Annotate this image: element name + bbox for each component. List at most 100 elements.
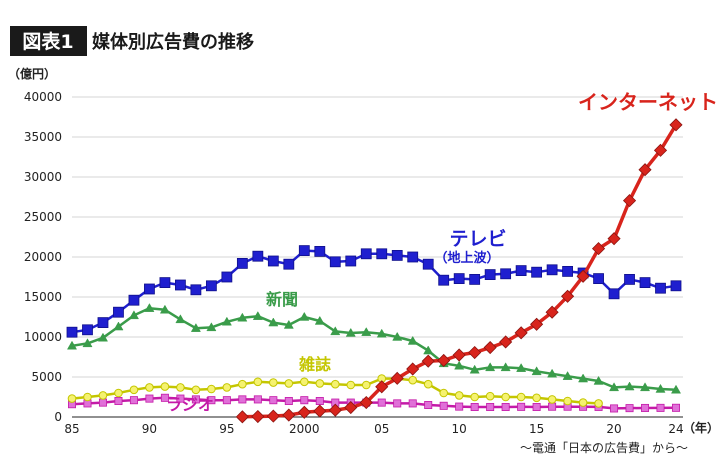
point-1-2003 — [345, 255, 357, 267]
point-5-2003 — [344, 400, 358, 415]
point-4-2007 — [408, 399, 417, 408]
point-1-1990 — [144, 283, 155, 295]
point-2-2017 — [562, 371, 573, 380]
point-4-2008 — [424, 400, 433, 409]
point-5-2021 — [622, 194, 637, 208]
point-4-2006 — [393, 399, 402, 408]
point-5-2007 — [406, 362, 420, 376]
point-2-2007 — [407, 335, 418, 345]
point-4-1989 — [129, 396, 138, 405]
point-4-2020 — [610, 404, 619, 413]
point-2-2003 — [345, 327, 356, 337]
point-4-1994 — [207, 396, 216, 405]
point-5-1997 — [251, 409, 265, 424]
point-3-2017 — [563, 396, 572, 406]
point-2-2024 — [670, 384, 682, 394]
point-2-1987 — [97, 332, 109, 342]
y-tick-10000: 10000 — [24, 330, 62, 344]
point-2-1991 — [159, 304, 170, 314]
point-1-2005 — [376, 248, 388, 260]
point-5-2006 — [390, 371, 404, 385]
x-tick-labels: 85 90 95 2000 05 10 15 20 24 — [64, 422, 683, 436]
point-1-1987 — [97, 317, 109, 329]
y-tick-35000: 35000 — [24, 130, 62, 144]
point-1-1988 — [113, 306, 124, 318]
point-3-1988 — [114, 388, 123, 398]
point-1-2000 — [298, 245, 310, 257]
point-3-2000 — [300, 377, 309, 387]
point-3-1990 — [145, 383, 154, 392]
point-3-1993 — [191, 385, 201, 395]
point-1-2015 — [531, 266, 543, 278]
point-5-2002 — [328, 403, 342, 417]
point-4-2010 — [455, 402, 464, 411]
series-layer — [66, 118, 683, 424]
point-3-2003 — [346, 380, 356, 390]
series-label-2: 新聞 — [266, 290, 298, 309]
point-3-1992 — [176, 383, 185, 392]
point-2-1988 — [113, 321, 124, 331]
y-tick-30000: 30000 — [24, 170, 62, 184]
x-tick-20: 20 — [606, 422, 621, 436]
point-2-2022 — [639, 382, 651, 392]
point-3-2009 — [439, 388, 448, 398]
x-tick-85: 85 — [64, 422, 79, 436]
point-5-2013 — [499, 335, 513, 349]
point-3-2007 — [408, 375, 418, 385]
y-tick-40000: 40000 — [24, 90, 62, 104]
point-3-2011 — [470, 392, 479, 402]
point-1-1992 — [175, 279, 186, 291]
series-label-3: 雑誌 — [298, 355, 331, 374]
point-3-1998 — [269, 378, 278, 387]
point-2-2014 — [516, 363, 527, 372]
point-1-2008 — [422, 258, 434, 270]
point-4-2015 — [532, 402, 541, 411]
x-tick-2000: 2000 — [289, 422, 320, 436]
point-2-2001 — [314, 315, 325, 325]
point-1-2019 — [593, 273, 604, 285]
point-3-2012 — [485, 391, 495, 401]
figure-badge: 図表1 — [22, 30, 73, 53]
point-5-2001 — [313, 404, 327, 418]
point-4-2011 — [470, 402, 479, 411]
point-3-1989 — [129, 385, 139, 395]
point-4-1992 — [176, 394, 185, 403]
point-4-2001 — [315, 396, 324, 405]
point-3-2010 — [454, 391, 464, 400]
y-tick-25000: 25000 — [24, 210, 62, 224]
point-2-2000 — [299, 311, 310, 321]
point-4-1993 — [191, 395, 200, 404]
x-tick-24: 24 — [668, 422, 683, 436]
point-3-2019 — [594, 399, 603, 408]
point-1-1995 — [221, 271, 233, 283]
point-4-1987 — [98, 398, 107, 407]
point-4-2009 — [439, 401, 448, 410]
point-2-2010 — [454, 360, 465, 370]
point-3-1997 — [253, 377, 263, 387]
point-2-2019 — [593, 375, 604, 385]
point-2-2012 — [485, 362, 496, 372]
point-5-1996 — [235, 410, 249, 424]
point-3-2004 — [361, 380, 371, 390]
point-3-2002 — [330, 379, 340, 389]
point-5-1999 — [282, 408, 296, 422]
point-3-1995 — [222, 383, 232, 392]
point-1-2022 — [639, 277, 651, 289]
point-2-2013 — [500, 362, 511, 372]
y-tick-15000: 15000 — [24, 290, 62, 304]
point-1-2012 — [484, 269, 496, 281]
point-3-1985 — [67, 394, 77, 403]
point-4-1996 — [238, 395, 247, 404]
point-5-2024 — [669, 118, 683, 132]
x-tick-15: 15 — [529, 422, 544, 436]
series-line-2 — [71, 306, 677, 392]
point-5-2012 — [483, 340, 497, 355]
point-4-1995 — [222, 396, 231, 405]
point-3-1994 — [207, 384, 216, 394]
series-5 — [235, 118, 683, 424]
point-3-2016 — [547, 395, 557, 404]
point-2-1997 — [252, 311, 263, 320]
point-5-2015 — [530, 317, 544, 331]
y-axis-unit: （億円） — [8, 66, 56, 81]
